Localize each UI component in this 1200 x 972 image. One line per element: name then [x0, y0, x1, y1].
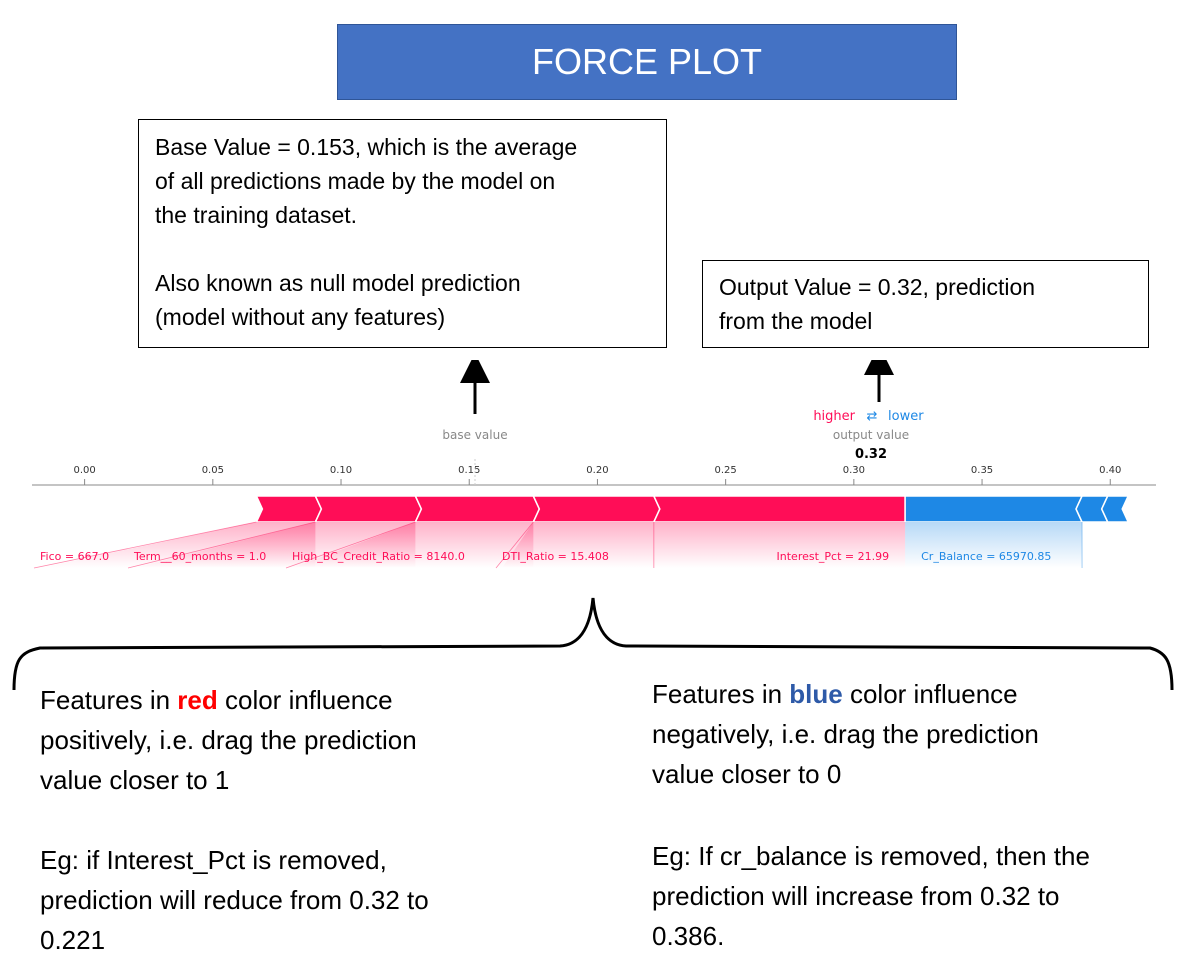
x-tick-label: 0.20	[586, 465, 608, 476]
explain-right-line-1: Features in blue color influence	[652, 679, 1018, 709]
explain-right-line-6: 0.386.	[652, 921, 725, 951]
positive-feature-label: Term__60_months = 1.0	[133, 550, 266, 563]
base-callout-line-1: Base Value = 0.153, which is the average	[155, 134, 578, 160]
output-callout-line-1: Output Value = 0.32, prediction	[719, 274, 1036, 300]
banner-title: FORCE PLOT	[531, 41, 763, 82]
positive-feature-label: Interest_Pct = 21.99	[777, 550, 890, 563]
output-value-callout: Output Value = 0.32, prediction from the…	[702, 260, 1149, 348]
explain-right-line-5: prediction will increase from 0.32 to	[652, 881, 1060, 911]
negative-feature-fan	[905, 522, 1083, 568]
x-tick-label: 0.35	[971, 465, 993, 476]
positive-segment	[652, 495, 906, 523]
x-tick-label: 0.10	[330, 465, 352, 476]
x-tick-label: 0.00	[73, 465, 95, 476]
base-callout-line-4: Also known as null model prediction	[155, 270, 521, 296]
explain-right-line-2: negatively, i.e. drag the prediction	[652, 719, 1039, 749]
x-tick-label: 0.05	[202, 465, 224, 476]
positive-feature-fan	[292, 522, 534, 568]
base-value-callout: Base Value = 0.153, which is the average…	[138, 119, 667, 348]
positive-feature-fan	[653, 522, 906, 568]
positive-segment	[532, 495, 661, 523]
legend-arrow-icon: ⇄	[867, 409, 878, 424]
positive-segment	[414, 495, 541, 523]
negative-segment	[904, 495, 1084, 523]
negative-segment	[1100, 495, 1130, 523]
base-value-label: base value	[442, 428, 507, 442]
explain-left-line-6: 0.221	[40, 925, 106, 955]
positive-feature-label: Fico = 667.0	[40, 550, 109, 563]
curly-brace	[12, 597, 1174, 691]
force-plot: higher ⇄ lower base value output value 0…	[32, 360, 1156, 569]
output-value-number: 0.32	[855, 447, 887, 462]
negative-feature-label: Cr_Balance = 65970.85	[921, 550, 1051, 563]
explain-left-line-4: Eg: if Interest_Pct is removed,	[40, 845, 387, 875]
positive-segment	[314, 495, 423, 523]
positive-segment	[255, 495, 323, 523]
legend-lower: lower	[888, 409, 924, 424]
positive-influence-explanation: Features in red color influence positive…	[40, 680, 560, 960]
base-callout-line-5: (model without any features)	[155, 304, 446, 330]
output-value-label: output value	[833, 428, 909, 442]
positive-feature-label: DTI_Ratio = 15.408	[502, 550, 609, 563]
base-callout-line-3: the training dataset.	[155, 202, 358, 228]
explain-left-line-3: value closer to 1	[40, 765, 230, 795]
negative-influence-explanation: Features in blue color influence negativ…	[652, 674, 1192, 956]
explain-left-line-5: prediction will reduce from 0.32 to	[40, 885, 429, 915]
x-tick-label: 0.25	[715, 465, 737, 476]
output-callout-line-2: from the model	[719, 308, 873, 334]
explain-left-line-2: positively, i.e. drag the prediction	[40, 725, 417, 755]
positive-feature-fan	[502, 522, 654, 568]
explain-left-line-1: Features in red color influence	[40, 685, 393, 715]
blue-keyword: blue	[789, 679, 843, 709]
positive-feature-label: High_BC_Credit_Ratio = 8140.0	[292, 550, 465, 563]
explain-right-line-4: Eg: If cr_balance is removed, then the	[652, 841, 1090, 871]
base-callout-line-2: of all predictions made by the model on	[155, 168, 556, 194]
x-tick-label: 0.40	[1099, 465, 1121, 476]
explain-right-line-3: value closer to 0	[652, 759, 842, 789]
red-keyword: red	[177, 685, 218, 715]
force-plot-title-banner: FORCE PLOT	[337, 24, 957, 100]
x-tick-label: 0.15	[458, 465, 480, 476]
x-tick-label: 0.30	[843, 465, 865, 476]
legend-higher: higher	[813, 409, 855, 424]
